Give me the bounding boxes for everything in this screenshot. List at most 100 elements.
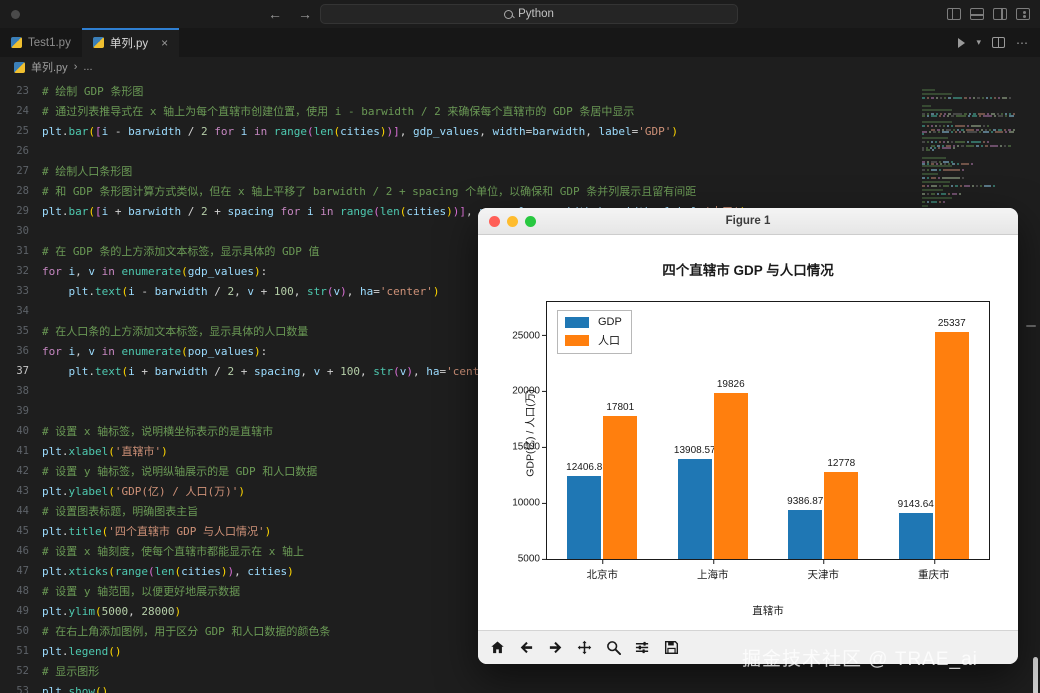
minimap-line — [922, 97, 1018, 107]
code-line[interactable]: 33 plt.text(i - barwidth / 2, v + 100, s… — [0, 281, 746, 301]
code-line[interactable]: 38 — [0, 381, 746, 401]
maximize-button[interactable] — [525, 215, 536, 227]
bar-group: 13908.57 19826 上海市 — [658, 302, 769, 581]
line-number: 23 — [16, 85, 29, 97]
minimap-line — [922, 193, 1018, 203]
line-number: 27 — [16, 165, 29, 177]
code-line[interactable]: 39 — [0, 401, 746, 421]
code-line[interactable]: 51 plt.legend() — [0, 641, 746, 661]
bar-pop: 19826 — [713, 379, 748, 559]
line-number: 37 — [16, 365, 29, 377]
minimap-line — [922, 173, 1018, 183]
line-number: 41 — [16, 445, 29, 457]
bar-chart: 四个直辖市 GDP 与人口情况 GDP(亿) / 人口(万) 直辖市 GDP 人… — [478, 235, 1018, 630]
layout-toggle-group — [947, 7, 1030, 21]
code-line[interactable]: 49 plt.ylim(5000, 28000) — [0, 601, 746, 621]
minimize-button[interactable] — [507, 215, 518, 227]
more-actions-icon[interactable]: ⋯ — [1016, 35, 1028, 50]
chevron-down-icon[interactable]: ▾ — [976, 37, 981, 47]
minimap-line — [922, 85, 1018, 95]
search-text: Python — [518, 8, 554, 20]
pan-icon[interactable] — [571, 635, 598, 661]
y-axis-label: GDP(亿) / 人口(万) — [524, 388, 537, 477]
python-file-icon — [14, 61, 25, 73]
code-line[interactable]: 23 # 绘制 GDP 条形图 — [0, 81, 746, 101]
code-line[interactable]: 45 plt.title('四个直辖市 GDP 与人口情况') — [0, 521, 746, 541]
close-button[interactable] — [489, 215, 500, 227]
code-line[interactable]: 40 # 设置 x 轴标签，说明横坐标表示的是直辖市 — [0, 421, 746, 441]
code-line[interactable]: 43 plt.ylabel('GDP(亿) / 人口(万)') — [0, 481, 746, 501]
breadcrumb-rest[interactable]: ... — [83, 61, 93, 73]
bar-group: 9143.64 25337 重庆市 — [879, 302, 990, 581]
chart-title: 四个直辖市 GDP 与人口情况 — [662, 263, 834, 278]
code-line[interactable]: 27 # 绘制人口条形图 — [0, 161, 746, 181]
code-line[interactable]: 46 # 设置 x 轴刻度，使每个直辖市都能显示在 x 轴上 — [0, 541, 746, 561]
code-line[interactable]: 34 — [0, 301, 746, 321]
code-line[interactable]: 53 plt.show() — [0, 681, 746, 693]
figure-canvas: 四个直辖市 GDP 与人口情况 GDP(亿) / 人口(万) 直辖市 GDP 人… — [478, 235, 1018, 630]
tab-label: 单列.py — [109, 37, 149, 50]
line-number: 36 — [16, 345, 29, 357]
code-line[interactable]: 26 — [0, 141, 746, 161]
code-line[interactable]: 30 — [0, 221, 746, 241]
panel-grid-icon[interactable] — [1016, 8, 1030, 20]
home-icon[interactable] — [484, 635, 511, 661]
code-line[interactable]: 44 # 设置图表标题，明确图表主旨 — [0, 501, 746, 521]
code-text: # 在右上角添加图例，用于区分 GDP 和人口数据的颜色条 — [42, 625, 331, 638]
code-line[interactable]: 41 plt.xlabel('直辖市') — [0, 441, 746, 461]
code-text: plt.xticks(range(len(cities)), cities) — [42, 564, 294, 578]
legend-swatch-pop — [565, 334, 589, 346]
line-number: 39 — [16, 405, 29, 417]
window-control-dot[interactable] — [11, 9, 20, 19]
code-line[interactable]: 52 # 显示图形 — [0, 661, 746, 681]
forward-arrow-icon[interactable]: → — [298, 6, 312, 22]
run-icon[interactable] — [958, 37, 966, 48]
panel-right-icon[interactable] — [993, 7, 1007, 21]
code-line[interactable]: 47 plt.xticks(range(len(cities)), cities) — [0, 561, 746, 581]
code-text: # 和 GDP 条形图计算方式类似，但在 x 轴上平移了 barwidth / … — [42, 185, 697, 198]
code-line[interactable]: 35 # 在人口条的上方添加文本标签，显示具体的人口数量 — [0, 321, 746, 341]
figure-window[interactable]: Figure 1 四个直辖市 GDP 与人口情况 GDP(亿) / 人口(万) … — [478, 208, 1018, 664]
navigation-arrows: ← → — [268, 7, 312, 21]
code-line[interactable]: 24 # 通过列表推导式在 x 轴上为每个直辖市创建位置，使用 i - barwi… — [0, 101, 746, 121]
code-line[interactable]: 48 # 设置 y 轴范围，以便更好地展示数据 — [0, 581, 746, 601]
zoom-icon[interactable] — [600, 635, 627, 661]
line-number: 49 — [16, 605, 29, 617]
scrollbar-marker — [1026, 325, 1036, 327]
configure-subplots-icon[interactable] — [629, 635, 656, 661]
minimap-line — [922, 137, 1018, 165]
close-icon[interactable]: × — [161, 35, 169, 50]
bar-pop: 12778 — [824, 458, 859, 559]
forward-arrow-icon[interactable] — [542, 635, 569, 661]
tab-danlie[interactable]: 单列.py × — [81, 28, 180, 57]
search-input[interactable]: Python — [320, 4, 738, 24]
tab-test1[interactable]: Test1.py — [0, 28, 82, 57]
back-arrow-icon[interactable]: ← — [268, 6, 282, 22]
breadcrumb-file[interactable]: 单列.py — [31, 62, 68, 74]
code-line[interactable]: 28 # 和 GDP 条形图计算方式类似，但在 x 轴上平移了 barwidth … — [0, 181, 746, 201]
panel-bottom-icon[interactable] — [969, 8, 985, 20]
code-line[interactable]: 37 plt.text(i + barwidth / 2 + spacing, … — [0, 361, 746, 381]
code-line[interactable]: 36 for i, v in enumerate(pop_values): — [0, 341, 746, 361]
matplotlib-toolbar — [478, 630, 1018, 664]
python-file-icon — [92, 37, 104, 48]
split-editor-icon[interactable] — [992, 36, 1005, 49]
line-number: 24 — [16, 105, 29, 117]
code-line[interactable]: 50 # 在右上角添加图例，用于区分 GDP 和人口数据的颜色条 — [0, 621, 746, 641]
code-line[interactable]: 31 # 在 GDP 条的上方添加文本标签，显示具体的 GDP 值 — [0, 241, 746, 261]
x-axis-label: 直辖市 — [752, 605, 784, 617]
code-line[interactable]: 25 plt.bar([i - barwidth / 2 for i in ran… — [0, 121, 746, 141]
save-icon[interactable] — [658, 635, 685, 661]
code-line[interactable]: 32 for i, v in enumerate(gdp_values): — [0, 261, 746, 281]
line-number: 45 — [16, 525, 29, 537]
bar-pop: 25337 — [934, 318, 969, 559]
code-minimap[interactable] — [922, 81, 1018, 231]
code-line[interactable]: 42 # 设置 y 轴标签，说明纵轴展示的是 GDP 和人口数据 — [0, 461, 746, 481]
bar-value-label: 9143.64 — [897, 498, 934, 510]
code-text: # 设置 x 轴标签，说明横坐标表示的是直辖市 — [42, 425, 274, 438]
editor-scrollbar[interactable] — [1033, 657, 1038, 693]
back-arrow-icon[interactable] — [513, 635, 540, 661]
panel-left-icon[interactable] — [947, 7, 961, 21]
line-number: 46 — [16, 545, 29, 557]
